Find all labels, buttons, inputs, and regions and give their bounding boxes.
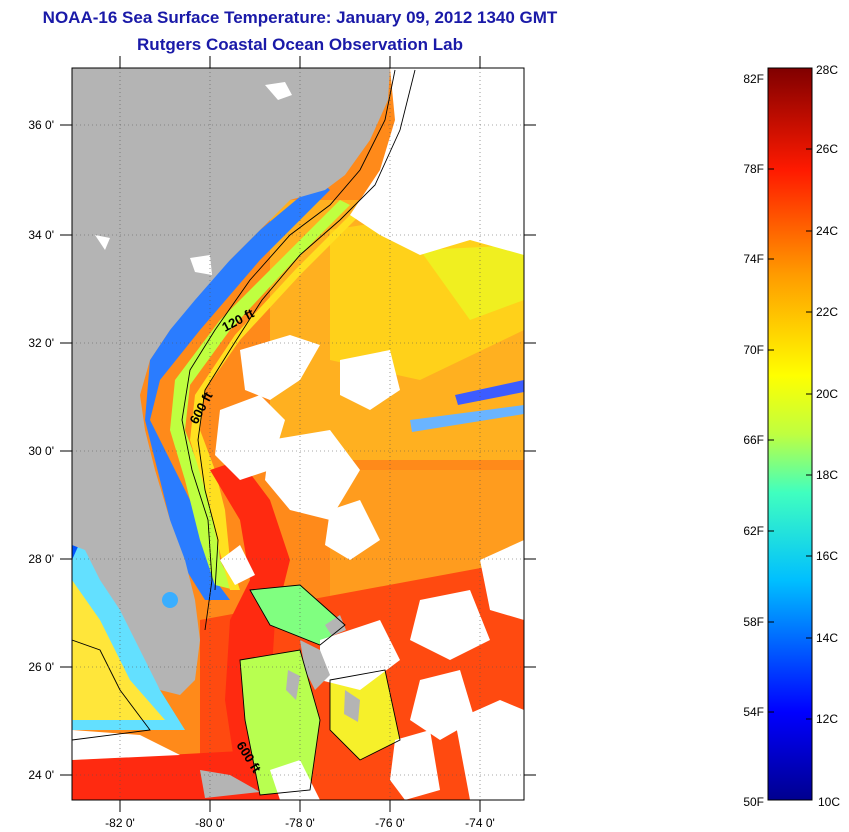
colorbar-c-label: 16C xyxy=(816,549,838,563)
bahamas-islands xyxy=(200,615,360,798)
map-panel xyxy=(72,68,524,800)
map-title: NOAA-16 Sea Surface Temperature: January… xyxy=(42,8,558,27)
lon-label: -74 0' xyxy=(465,816,495,830)
colorbar-c-label: 18C xyxy=(816,468,838,482)
lat-label: 32 0' xyxy=(28,336,54,350)
bathymetry-contours xyxy=(72,69,416,796)
lat-label: 28 0' xyxy=(28,552,54,566)
colorbar-c-label: 12C xyxy=(816,712,838,726)
colorbar-f-label: 50F xyxy=(743,795,764,809)
colorbar-c-label: 10C xyxy=(818,795,840,809)
colorbar-c-label: 28C xyxy=(816,63,838,77)
colorbar-f-label: 58F xyxy=(743,615,764,629)
map-subtitle: Rutgers Coastal Ocean Observation Lab xyxy=(137,35,463,54)
colorbar-ticks xyxy=(768,148,812,720)
colorbar-f-label: 66F xyxy=(743,433,764,447)
colorbar-c-label: 20C xyxy=(816,387,838,401)
lat-label: 34 0' xyxy=(28,228,54,242)
lon-label: -80 0' xyxy=(195,816,225,830)
colorbar-c-label: 14C xyxy=(816,631,838,645)
colorbar-f-label: 82F xyxy=(743,72,764,86)
colorbar-f-label: 78F xyxy=(743,162,764,176)
colorbar xyxy=(768,68,812,800)
axis-ticks xyxy=(60,56,536,812)
colorbar-c-label: 22C xyxy=(816,305,838,319)
lon-label: -82 0' xyxy=(105,816,135,830)
lat-label: 24 0' xyxy=(28,768,54,782)
lat-lon-grid xyxy=(72,68,524,800)
colorbar-f-label: 54F xyxy=(743,705,764,719)
colorbar-f-label: 74F xyxy=(743,252,764,266)
colorbar-c-label: 24C xyxy=(816,224,838,238)
map-frame xyxy=(71,67,525,801)
lon-label: -78 0' xyxy=(285,816,315,830)
lat-label: 30 0' xyxy=(28,444,54,458)
colorbar-f-label: 70F xyxy=(743,343,764,357)
colorbar-f-label: 62F xyxy=(743,524,764,538)
southeast-us-land xyxy=(72,68,390,695)
colorbar-c-label: 26C xyxy=(816,142,838,156)
lat-label: 36 0' xyxy=(28,118,54,132)
lat-label: 26 0' xyxy=(28,660,54,674)
lon-label: -76 0' xyxy=(375,816,405,830)
